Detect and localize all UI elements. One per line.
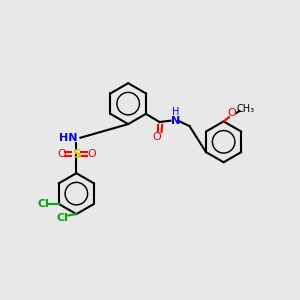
Text: Cl: Cl xyxy=(57,213,69,223)
Text: O: O xyxy=(227,108,236,118)
Text: Cl: Cl xyxy=(38,199,50,209)
Text: S: S xyxy=(72,148,81,160)
Text: O: O xyxy=(57,149,66,159)
Text: N: N xyxy=(171,116,180,126)
Text: CH₃: CH₃ xyxy=(236,104,254,114)
Text: HN: HN xyxy=(59,133,78,143)
Text: O: O xyxy=(152,132,161,142)
Text: O: O xyxy=(87,149,96,159)
Text: H: H xyxy=(172,107,179,117)
